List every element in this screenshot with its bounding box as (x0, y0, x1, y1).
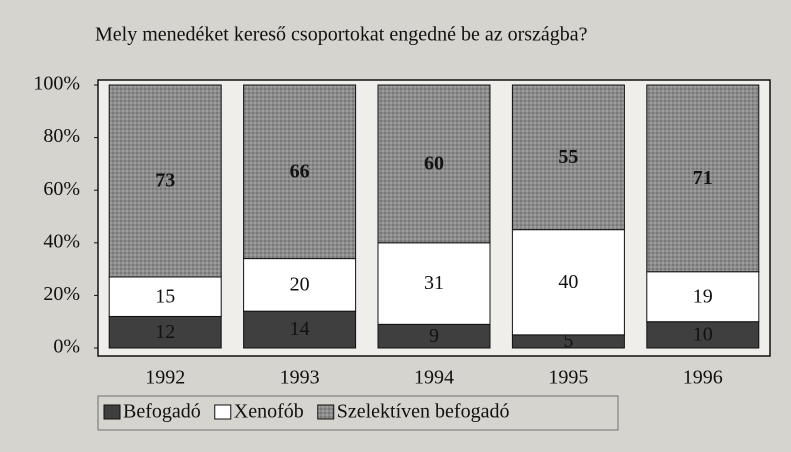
y-tick-label: 0% (53, 336, 80, 358)
legend-label: Xenofób (234, 401, 304, 423)
bar-segment (377, 84, 491, 244)
y-tick-label: 100% (33, 73, 80, 95)
data-label: 15 (155, 285, 175, 307)
y-tick-label: 80% (43, 125, 80, 147)
bar-segment (243, 310, 357, 349)
data-label: 20 (290, 273, 310, 295)
legend-swatch (214, 404, 232, 420)
bar-segment (646, 84, 760, 273)
x-tick-label: 1992 (145, 367, 185, 389)
data-label: 19 (693, 285, 713, 307)
legend-label: Szelektíven befogadó (337, 401, 510, 423)
x-tick-label: 1996 (683, 367, 723, 389)
y-tick-label: 20% (43, 283, 80, 305)
data-label: 5 (563, 330, 573, 352)
data-label: 12 (155, 321, 175, 343)
data-label: 40 (558, 271, 578, 293)
y-tick-label: 60% (43, 178, 80, 200)
bar-segment (243, 84, 357, 260)
data-label: 66 (290, 160, 310, 182)
data-label: 55 (558, 146, 578, 168)
x-tick-label: 1994 (414, 367, 454, 389)
y-tick-label: 40% (43, 230, 80, 252)
x-tick-label: 1995 (548, 367, 588, 389)
data-label: 73 (155, 170, 175, 192)
bar-segment (646, 321, 760, 349)
legend-swatch (103, 404, 121, 420)
data-label: 31 (424, 272, 444, 294)
legend-label: Befogadó (123, 401, 201, 423)
bar-segment (108, 84, 222, 278)
data-label: 14 (290, 318, 310, 340)
bar-segment (108, 315, 222, 349)
legend-frame (97, 395, 619, 431)
legend-swatch (317, 404, 335, 420)
data-label: 71 (693, 167, 713, 189)
chart-title: Mely menedéket kereső csoportokat engedn… (95, 24, 588, 46)
data-label: 60 (424, 152, 444, 174)
bar-segment (377, 242, 491, 325)
bar-segment (243, 258, 357, 312)
bar-segment (511, 229, 625, 336)
x-tick-label: 1993 (280, 367, 320, 389)
data-label: 10 (693, 323, 713, 345)
bar-segment (511, 84, 625, 231)
data-label: 9 (429, 325, 439, 347)
